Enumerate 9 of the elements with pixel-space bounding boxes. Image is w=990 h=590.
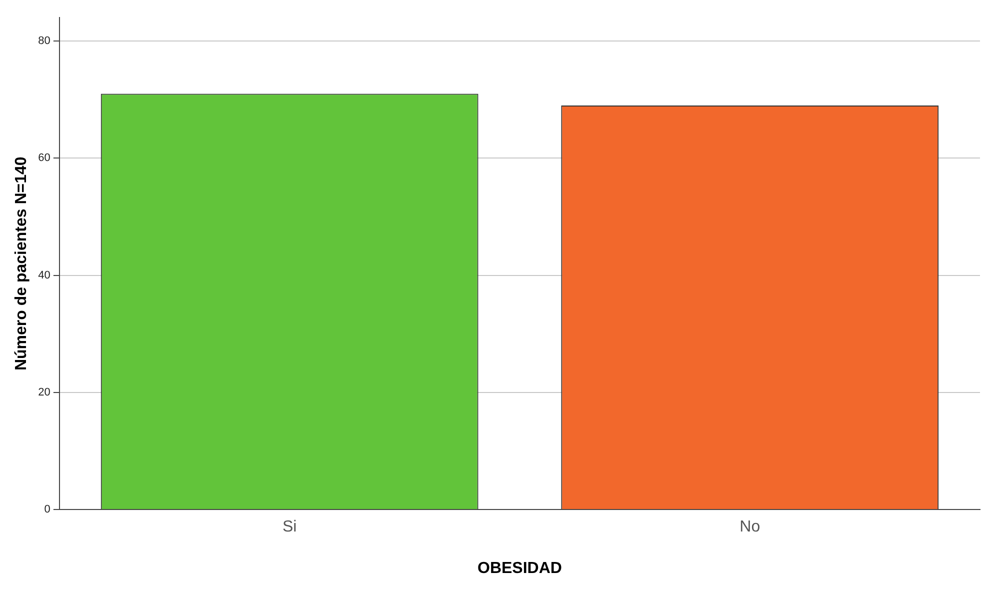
y-axis-title: Número de pacientes N=140: [13, 156, 30, 371]
x-axis-title: OBESIDAD: [477, 560, 562, 577]
y-tick-label: 80: [38, 35, 50, 48]
y-tick-label: 40: [38, 269, 50, 282]
y-tick-label: 60: [38, 152, 50, 164]
x-tick-label: No: [740, 518, 760, 536]
y-tick-label: 0: [44, 504, 50, 516]
x-tick-label: Si: [282, 518, 297, 536]
y-tick-label: 20: [38, 386, 50, 398]
